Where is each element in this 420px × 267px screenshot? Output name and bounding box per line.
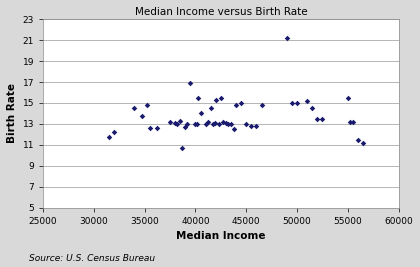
Point [243,122,249,126]
Point [204,120,211,124]
Point [215,122,222,126]
Point [209,122,216,126]
Point [143,103,150,107]
Point [233,103,239,107]
Point [218,96,224,100]
Point [179,146,186,150]
Point [225,122,231,126]
Point [172,121,178,125]
Title: Median Income versus Birth Rate: Median Income versus Birth Rate [134,7,307,17]
Point [304,99,310,103]
Point [294,101,300,105]
Point [258,103,265,107]
Point [182,125,189,129]
Point [192,122,199,126]
Point [289,101,295,105]
Point [231,127,237,131]
Point [284,36,290,40]
Point [146,126,153,130]
Point [211,121,218,125]
X-axis label: Median Income: Median Income [176,231,265,241]
Point [111,130,118,135]
Point [202,122,209,126]
Point [253,124,260,128]
Point [238,101,244,105]
Point [319,117,326,121]
Point [195,96,202,100]
Point [194,122,201,126]
Point [349,120,356,124]
Point [213,98,219,102]
Point [138,113,145,118]
Point [187,81,194,85]
Point [167,120,173,124]
Text: Source: U.S. Census Bureau: Source: U.S. Census Bureau [29,254,155,263]
Point [223,121,229,125]
Point [360,141,367,145]
Point [197,111,204,116]
Point [354,138,361,142]
Y-axis label: Birth Rate: Birth Rate [7,84,17,143]
Point [228,122,234,126]
Point [220,120,226,124]
Point [131,106,138,110]
Point [344,96,351,100]
Point [314,117,321,121]
Point [177,119,184,123]
Point [184,122,191,126]
Point [153,126,160,130]
Point [248,124,255,128]
Point [174,122,181,126]
Point [346,120,353,124]
Point [207,106,214,110]
Point [106,134,113,139]
Point [309,106,316,110]
